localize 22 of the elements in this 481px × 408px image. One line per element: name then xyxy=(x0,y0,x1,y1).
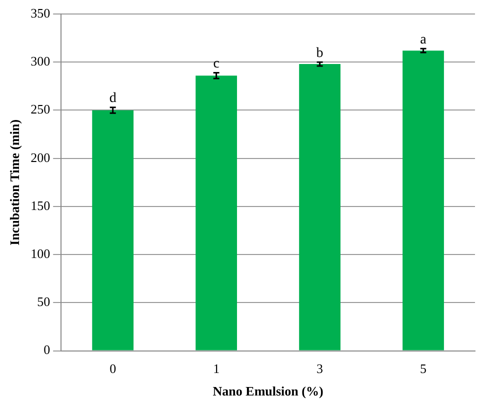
y-tick-label: 300 xyxy=(30,54,50,69)
y-tick-label: 0 xyxy=(44,342,50,358)
y-tick-label: 100 xyxy=(30,246,50,261)
bar xyxy=(92,110,134,350)
x-tick-label: 3 xyxy=(316,361,324,376)
annotation: a xyxy=(420,32,428,48)
y-tick-label: 200 xyxy=(30,150,50,165)
bar xyxy=(196,76,238,350)
annotation: d xyxy=(109,91,116,106)
annotation: b xyxy=(316,46,324,61)
x-tick-label: 0 xyxy=(110,361,116,376)
y-tick-label: 250 xyxy=(30,102,50,117)
x-axis-title: Nano Emulsion (%) xyxy=(212,384,324,399)
y-tick-label: 350 xyxy=(30,5,50,20)
x-tick-label: 5 xyxy=(420,361,427,376)
y-tick-label: 50 xyxy=(37,294,50,310)
y-axis-title: Incubation Time (min) xyxy=(7,119,22,246)
bar xyxy=(299,64,340,350)
y-tick-label: 150 xyxy=(30,198,50,213)
annotation: c xyxy=(213,56,220,72)
x-tick-label: 1 xyxy=(213,361,220,376)
bar xyxy=(402,50,444,350)
